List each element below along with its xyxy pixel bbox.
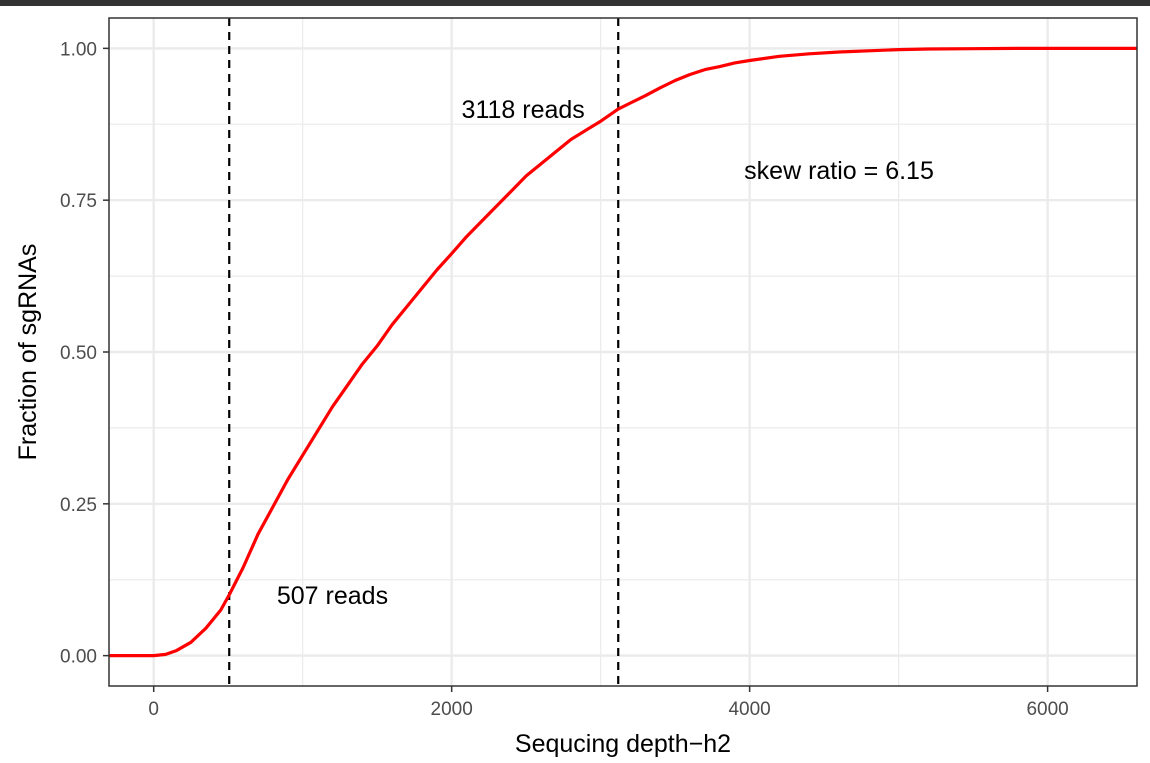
y-tick-label: 0.25 bbox=[60, 495, 97, 516]
annotation-2: skew ratio = 6.15 bbox=[744, 157, 934, 185]
y-tick-label: 0.00 bbox=[60, 647, 97, 668]
series-line-0 bbox=[109, 46, 1137, 658]
y-tick-label: 0.75 bbox=[60, 191, 97, 212]
x-tick-label: 2000 bbox=[431, 699, 473, 720]
y-axis-title: Fraction of sgRNAs bbox=[14, 244, 42, 461]
x-tick-label: 0 bbox=[148, 699, 159, 720]
x-axis-title: Sequcing depth−h2 bbox=[515, 730, 731, 758]
annotations: 507 reads 3118 reads skew ratio = 6.15 bbox=[277, 96, 934, 610]
annotation-0: 507 reads bbox=[277, 582, 388, 610]
y-tick-label: 0.50 bbox=[60, 343, 97, 364]
annotation-1: 3118 reads bbox=[462, 96, 585, 124]
y-tick-label: 1.00 bbox=[60, 39, 97, 60]
top-bar bbox=[0, 0, 1150, 6]
series-group bbox=[109, 46, 1137, 658]
x-axis-ticks: 0 2000 4000 6000 bbox=[148, 686, 1069, 720]
minor-gridlines bbox=[109, 18, 1137, 686]
major-gridlines bbox=[109, 18, 1137, 686]
x-tick-label: 4000 bbox=[728, 699, 770, 720]
x-tick-label: 6000 bbox=[1026, 699, 1068, 720]
y-axis-ticks: 0.00 0.25 0.50 0.75 1.00 bbox=[60, 39, 109, 668]
